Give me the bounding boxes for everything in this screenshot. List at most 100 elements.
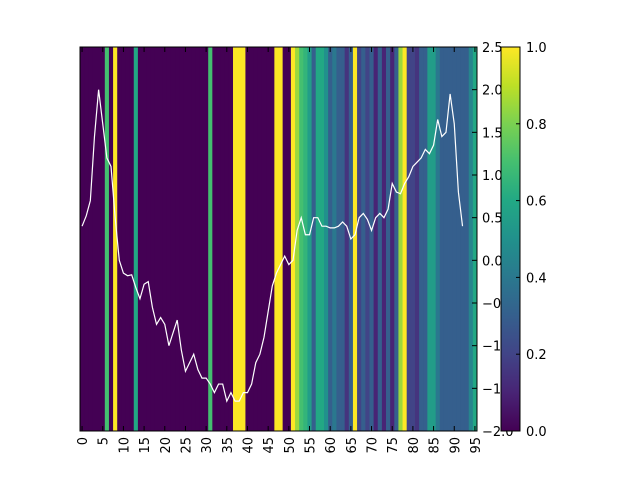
heat-cell	[109, 47, 114, 431]
heat-cell	[121, 47, 126, 431]
heatmap-stripes	[80, 47, 477, 431]
y-tick-label: 1.0	[482, 169, 503, 184]
heat-cell	[403, 47, 408, 431]
heat-cell	[105, 47, 110, 431]
colorbar-tick-label: 0.0	[526, 425, 547, 440]
heat-cell	[432, 47, 437, 431]
heat-cell	[423, 47, 428, 431]
heat-cell	[154, 47, 159, 431]
heat-cell	[233, 47, 238, 431]
x-tick-label: 80	[407, 437, 422, 454]
x-tick-label: 15	[138, 437, 153, 454]
heat-cell	[262, 47, 267, 431]
heat-cell	[341, 47, 346, 431]
heat-cell	[407, 47, 412, 431]
colorbar-tick-label: 0.6	[526, 195, 547, 210]
heat-cell	[390, 47, 395, 431]
heat-cell	[270, 47, 275, 431]
heat-cell	[225, 47, 230, 431]
x-tick-label: 0	[76, 437, 91, 445]
heat-cell	[212, 47, 217, 431]
heat-cell	[336, 47, 341, 431]
x-tick-label: 45	[262, 437, 277, 454]
heat-cell	[345, 47, 350, 431]
heat-cell	[241, 47, 246, 431]
heat-cell	[221, 47, 226, 431]
x-tick-label: 10	[117, 437, 132, 454]
heat-cell	[394, 47, 399, 431]
heat-cell	[460, 47, 465, 431]
heat-cell	[332, 47, 337, 431]
heat-cell	[159, 47, 164, 431]
x-tick-label: 5	[97, 437, 112, 445]
heat-cell	[192, 47, 197, 431]
heat-cell	[88, 47, 93, 431]
heat-cell	[316, 47, 321, 431]
heat-cell	[456, 47, 461, 431]
heat-cell	[465, 47, 470, 431]
x-tick-label: 60	[324, 437, 339, 454]
heat-cell	[138, 47, 143, 431]
heat-cell	[163, 47, 168, 431]
x-tick-label: 70	[366, 437, 381, 454]
x-tick-label: 30	[200, 437, 215, 454]
heat-cell	[175, 47, 180, 431]
heat-cell	[200, 47, 205, 431]
x-tick-label: 75	[386, 437, 401, 454]
heat-cell	[374, 47, 379, 431]
heat-cell	[328, 47, 333, 431]
heat-cell	[411, 47, 416, 431]
x-tick-label: 90	[448, 437, 463, 454]
heat-cell	[419, 47, 424, 431]
heat-cell	[452, 47, 457, 431]
heat-cell	[237, 47, 242, 431]
heat-cell	[254, 47, 259, 431]
heat-cell	[283, 47, 288, 431]
heat-cell	[101, 47, 106, 431]
heat-cell	[150, 47, 155, 431]
x-tick-label: 50	[283, 437, 298, 454]
heat-cell	[142, 47, 147, 431]
colorbar-tick-label: 1.0	[526, 41, 547, 56]
heat-cell	[92, 47, 97, 431]
heat-cell	[84, 47, 89, 431]
heat-cell	[279, 47, 284, 431]
heat-cell	[188, 47, 193, 431]
heat-cell	[303, 47, 308, 431]
heat-cell	[312, 47, 317, 431]
heat-cell	[167, 47, 172, 431]
heat-cell	[365, 47, 370, 431]
heat-cell	[353, 47, 358, 431]
x-tick-label: 20	[159, 437, 174, 454]
heat-cell	[324, 47, 329, 431]
heat-cell	[208, 47, 213, 431]
heat-cell	[179, 47, 184, 431]
x-tick-label: 40	[241, 437, 256, 454]
heat-cell	[287, 47, 292, 431]
heat-cell	[307, 47, 312, 431]
heat-cell	[216, 47, 221, 431]
y-tick-label: 0.5	[482, 212, 503, 227]
x-tick-label: 25	[179, 437, 194, 454]
heat-cell	[299, 47, 304, 431]
heat-cell	[369, 47, 374, 431]
heat-cell	[125, 47, 130, 431]
colorbar-tick-label: 0.2	[526, 348, 547, 363]
heat-cell	[361, 47, 366, 431]
heat-cell	[378, 47, 383, 431]
heat-cell	[183, 47, 188, 431]
heat-cell	[436, 47, 441, 431]
heat-cell	[440, 47, 445, 431]
colorbar	[501, 47, 520, 431]
y-tick-label: 2.0	[482, 84, 503, 99]
x-tick-label: 35	[221, 437, 236, 454]
heat-cell	[427, 47, 432, 431]
colorbar-tick-label: 0.4	[526, 271, 547, 286]
heat-cell	[229, 47, 234, 431]
heat-cell	[134, 47, 139, 431]
heat-cell	[357, 47, 362, 431]
y-tick-label: 0.0	[482, 254, 503, 269]
colorbar-ticks: 0.0 0.2 0.4 0.6 0.8 1.0	[516, 41, 547, 440]
heat-cell	[274, 47, 279, 431]
